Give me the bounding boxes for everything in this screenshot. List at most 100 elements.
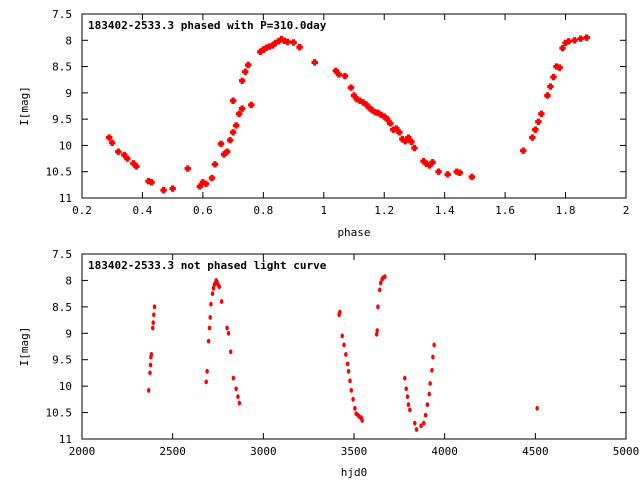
data-point: [148, 370, 152, 376]
data-point: [223, 148, 231, 155]
data-point: [245, 61, 252, 69]
data-point: [429, 159, 436, 166]
data-point: [148, 179, 155, 186]
x-tick-label: 0.2: [72, 204, 92, 217]
data-point: [151, 320, 156, 326]
data-point: [403, 375, 407, 381]
data-point: [535, 118, 542, 125]
data-point: [290, 39, 297, 46]
phased-light-curve-panel: 0.2 0.4 0.6 0.8 1 1.2 1.4 1.6 1.8 2 7.5 8 8.5 9 9.5 10 1…: [18, 8, 629, 239]
data-point: [211, 285, 216, 291]
y-tick-label: 11: [59, 192, 72, 205]
data-point: [226, 136, 234, 144]
data-point: [148, 362, 153, 368]
data-point: [577, 35, 584, 42]
data-point: [550, 73, 557, 81]
data-point: [583, 34, 590, 41]
data-point: [411, 144, 418, 152]
data-point: [529, 134, 536, 141]
data-point: [345, 361, 350, 367]
data-point: [242, 68, 249, 76]
plot-frame: [81, 253, 627, 440]
y-tick-label: 8.5: [52, 301, 72, 314]
data-point: [423, 412, 428, 418]
data-point: [351, 396, 355, 402]
x-tick-label: 5000: [613, 445, 640, 458]
data-point: [234, 386, 238, 392]
data-point: [538, 110, 545, 118]
data-point: [383, 274, 387, 280]
data-point: [106, 134, 113, 141]
y-axis-label: I[mag]: [18, 327, 31, 367]
x-tick-label: 4000: [431, 445, 458, 458]
data-point: [344, 352, 348, 357]
data-point: [238, 77, 246, 84]
data-point: [347, 84, 355, 91]
x-tick-label: 3000: [250, 445, 277, 458]
data-point: [228, 349, 233, 355]
y-tick-label: 7.5: [52, 248, 72, 261]
data-point: [374, 331, 379, 337]
data-point: [109, 139, 116, 146]
x-tick-label: 0.4: [133, 204, 153, 217]
data-point: [204, 379, 208, 385]
x-tick-label: 2500: [159, 445, 186, 458]
data-point: [535, 405, 539, 411]
y-tick-label: 8: [65, 34, 72, 47]
x-tick-label: 4500: [522, 445, 549, 458]
data-point: [210, 291, 215, 297]
x-tick-label: 1.6: [495, 204, 515, 217]
data-point: [412, 420, 417, 426]
data-point: [544, 92, 551, 99]
data-point: [340, 333, 344, 339]
data-point: [232, 122, 240, 129]
data-point: [435, 168, 442, 175]
x-tick-label: 1.2: [374, 204, 394, 217]
data-point: [152, 304, 157, 310]
data-point: [375, 328, 379, 334]
data-point: [425, 402, 430, 408]
data-point: [406, 402, 411, 408]
x-tick-label: 1.4: [435, 204, 455, 217]
data-point: [419, 423, 423, 429]
data-point: [408, 138, 415, 145]
x-tick-label: 1.8: [556, 204, 576, 217]
data-point: [284, 38, 291, 46]
data-point: [229, 129, 237, 136]
data-point: [532, 126, 539, 133]
data-point: [152, 312, 156, 318]
data-point: [115, 148, 122, 155]
y-tick-label: 9.5: [52, 354, 72, 367]
data-point: [360, 418, 364, 423]
data-point: [346, 368, 351, 374]
data-point: [229, 97, 237, 104]
data-point: [160, 186, 167, 194]
chart-title: 183402-2533.3 phased with P=310.0day: [88, 19, 327, 32]
y-tick-label: 8.5: [52, 61, 72, 74]
data-point: [377, 287, 382, 293]
x-tick-label: 2: [623, 204, 630, 217]
data-point: [405, 394, 410, 400]
x-axis-label: hjd0: [341, 466, 368, 479]
data-point: [311, 59, 318, 66]
plot-frame: [81, 13, 627, 199]
y-tick-label: 8: [65, 274, 72, 287]
data-point: [414, 427, 419, 432]
data-point: [431, 354, 435, 360]
data-point: [547, 83, 554, 90]
x-tick-label: 2000: [69, 445, 96, 458]
data-point: [124, 155, 131, 162]
x-tick-label: 0.8: [253, 204, 273, 217]
data-point: [238, 105, 246, 112]
data-point: [237, 400, 242, 406]
data-point: [408, 407, 412, 413]
y-tick-label: 10: [59, 380, 72, 393]
x-tick-label: 1: [320, 204, 327, 217]
data-point: [422, 420, 426, 426]
y-tick-label: 10.5: [46, 407, 73, 420]
data-point: [335, 71, 343, 78]
data-point: [396, 129, 403, 136]
data-point: [559, 44, 566, 52]
data-point: [444, 171, 451, 178]
